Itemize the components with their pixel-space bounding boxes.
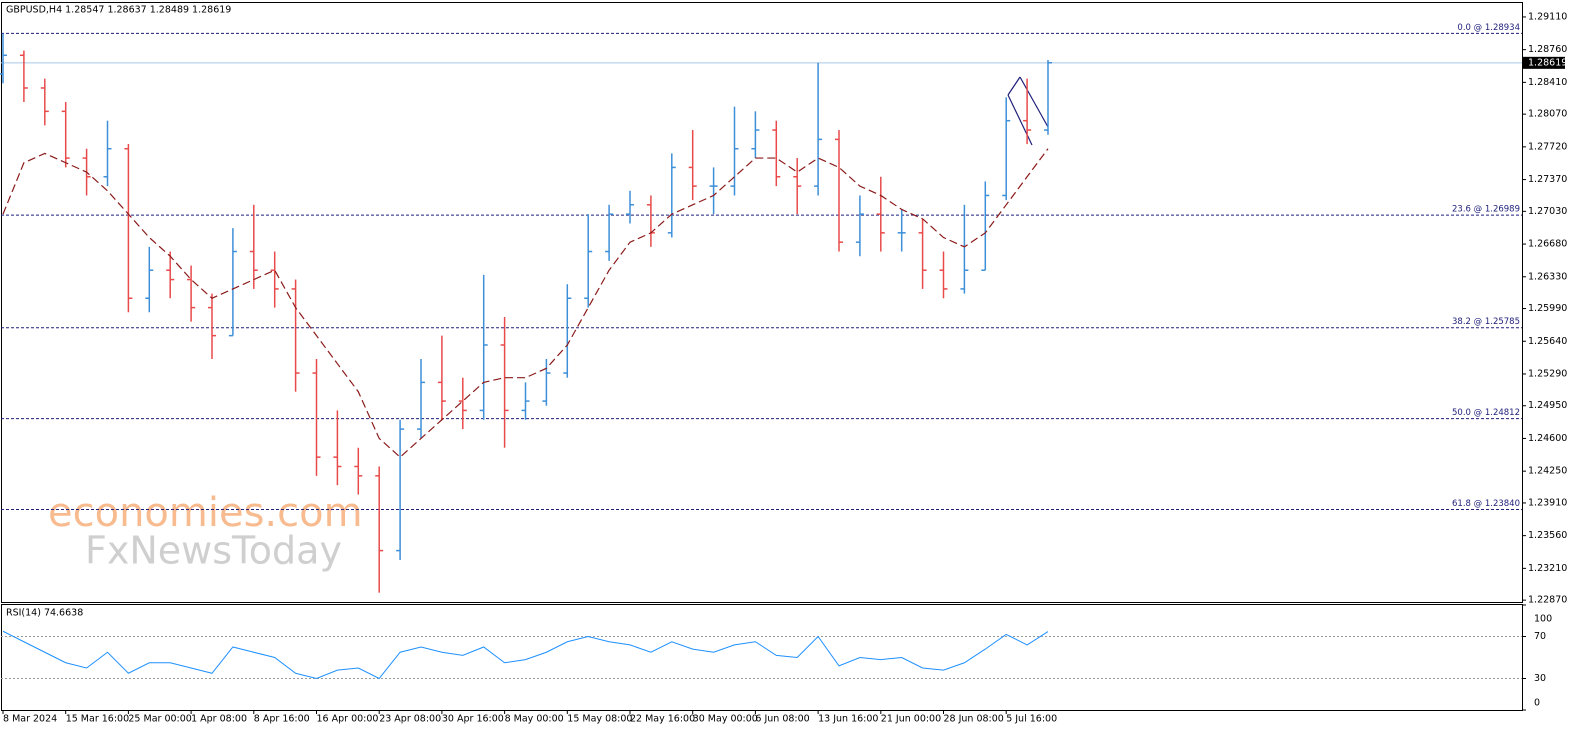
x-tick-label: 8 May 00:00 (505, 714, 564, 725)
x-tick-label: 25 Mar 00:00 (128, 714, 191, 725)
y-tick-label: 1.23210 (1528, 563, 1567, 574)
x-tick-label: 21 Jun 00:00 (881, 714, 941, 725)
last-price-box (1523, 56, 1565, 69)
y-tick-label: 1.28410 (1528, 77, 1567, 88)
y-tick-label: 1.25640 (1528, 336, 1567, 347)
x-tick-label: 5 Jul 16:00 (1006, 714, 1057, 725)
y-tick-label: 1.24250 (1528, 466, 1567, 477)
rsi-panel-frame (1, 604, 1523, 711)
x-tick-label: 15 May 08:00 (567, 714, 632, 725)
y-tick-label: 1.23910 (1528, 497, 1567, 508)
x-tick-label: 8 Apr 16:00 (254, 714, 310, 725)
flag-line (1007, 76, 1021, 96)
y-tick-label: 100 (1534, 614, 1552, 625)
x-tick-label: 22 May 16:00 (630, 714, 695, 725)
y-tick-label: 1.29110 (1528, 11, 1567, 22)
y-tick-label: 1.27030 (1528, 206, 1567, 217)
y-tick-label: 1.28760 (1528, 44, 1567, 55)
y-tick-label: 0 (1534, 698, 1540, 709)
y-tick-label: 1.23560 (1528, 530, 1567, 541)
rsi-title: RSI(14) 74.6638 (6, 608, 83, 619)
fib-label: 61.8 @ 1.23840 (1452, 499, 1520, 509)
fib-label: 23.6 @ 1.26989 (1452, 205, 1520, 215)
x-tick-label: 6 Jun 08:00 (755, 714, 809, 725)
watermark-text: economies.com (48, 490, 363, 536)
watermark-text: FxNewsToday (85, 529, 342, 573)
y-tick-label: 1.25290 (1528, 368, 1567, 379)
y-tick-label: 1.25990 (1528, 303, 1567, 314)
y-tick-label: 1.28070 (1528, 109, 1567, 120)
x-tick-label: 1 Apr 08:00 (191, 714, 247, 725)
moving-average (2, 148, 1049, 458)
y-tick-label: 1.26330 (1528, 271, 1567, 282)
fib-label: 50.0 @ 1.24812 (1452, 408, 1520, 418)
y-tick-label: 1.24950 (1528, 400, 1567, 411)
x-tick-label: 16 Apr 00:00 (317, 714, 379, 725)
fib-label: 38.2 @ 1.25785 (1452, 317, 1520, 327)
y-tick-label: 1.27720 (1528, 141, 1567, 152)
x-tick-label: 15 Mar 16:00 (66, 714, 129, 725)
rsi-line (2, 630, 1049, 680)
y-tick-label: 1.26680 (1528, 239, 1567, 250)
chart-title: GBPUSD,H4 1.28547 1.28637 1.28489 1.2861… (6, 5, 231, 16)
x-tick-label: 28 Jun 08:00 (944, 714, 1004, 725)
y-tick-label: 1.22870 (1528, 595, 1567, 606)
y-tick-label: 1.27370 (1528, 174, 1567, 185)
fib-label: 0.0 @ 1.28934 (1457, 23, 1520, 33)
last-price-label: 1.28619 (1528, 57, 1567, 68)
flag-line (1019, 76, 1049, 128)
x-tick-label: 13 Jun 16:00 (818, 714, 878, 725)
y-tick-label: 1.24600 (1528, 433, 1567, 444)
y-tick-label: 30 (1534, 673, 1546, 684)
x-tick-label: 8 Mar 2024 (3, 714, 57, 725)
flag-line (1007, 94, 1033, 146)
price-panel-frame (1, 2, 1523, 603)
watermark: economies.com FxNewsToday (48, 490, 363, 573)
y-tick-label: 70 (1534, 631, 1546, 642)
x-tick-label: 30 May 00:00 (693, 714, 758, 725)
x-tick-label: 23 Apr 08:00 (379, 714, 441, 725)
x-tick-label: 30 Apr 16:00 (442, 714, 504, 725)
